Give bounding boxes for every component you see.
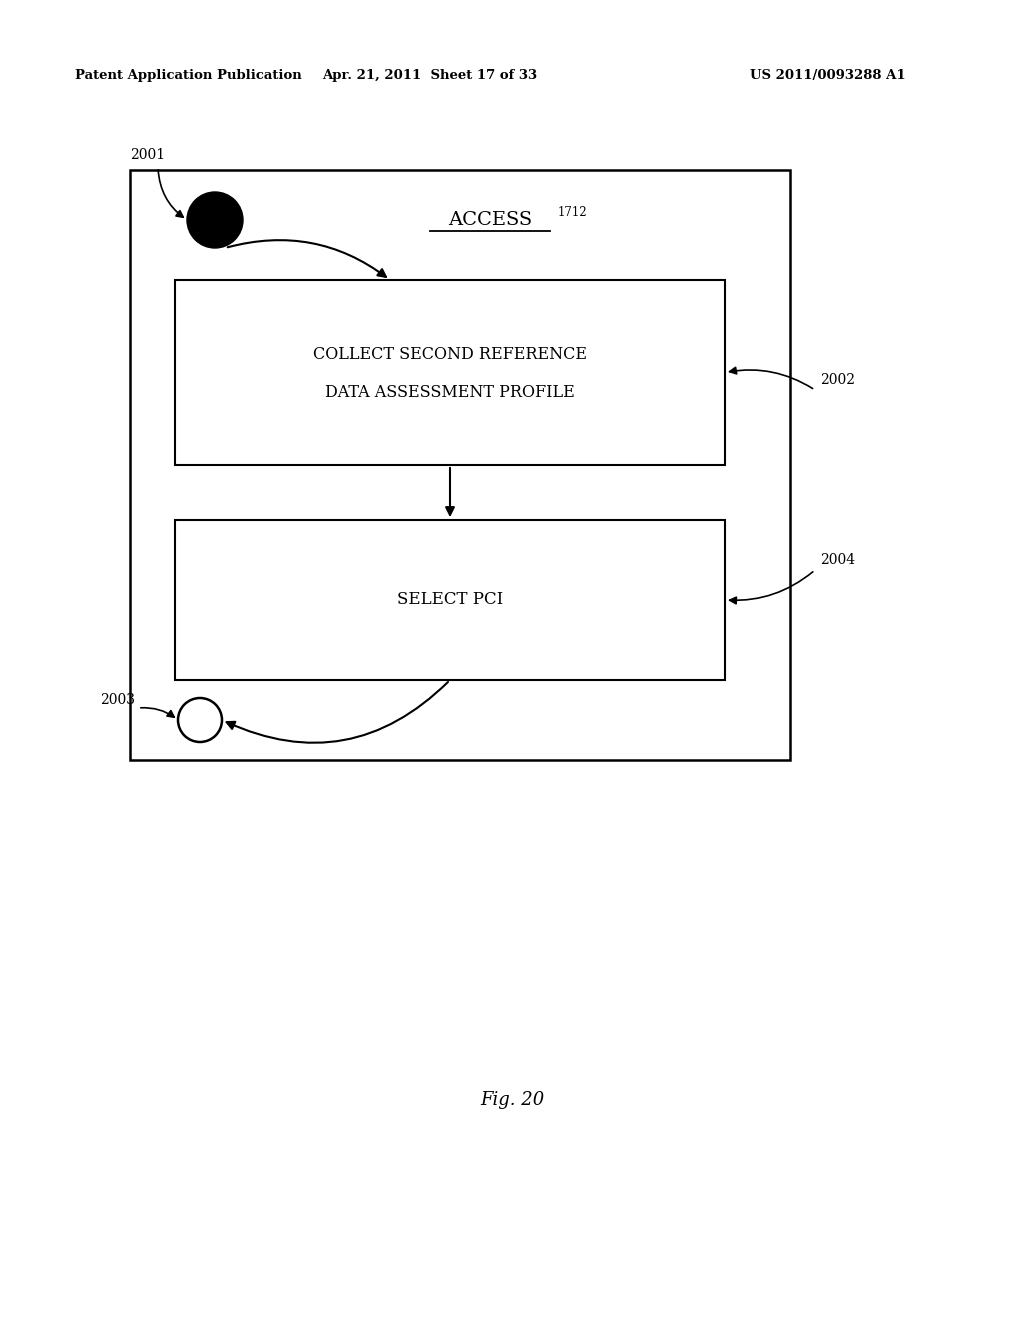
- Text: 1712: 1712: [558, 206, 588, 219]
- Text: US 2011/0093288 A1: US 2011/0093288 A1: [750, 69, 905, 82]
- Text: Apr. 21, 2011  Sheet 17 of 33: Apr. 21, 2011 Sheet 17 of 33: [323, 69, 538, 82]
- Bar: [130, 170, 790, 760]
- Bar: [175, 280, 725, 465]
- Text: 2004: 2004: [820, 553, 855, 568]
- Text: SELECT PCI: SELECT PCI: [397, 591, 503, 609]
- Circle shape: [178, 698, 222, 742]
- Circle shape: [187, 191, 243, 248]
- Text: ACCESS: ACCESS: [447, 211, 532, 228]
- Text: COLLECT SECOND REFERENCE: COLLECT SECOND REFERENCE: [313, 346, 587, 363]
- Bar: [175, 520, 725, 680]
- Text: Patent Application Publication: Patent Application Publication: [75, 69, 302, 82]
- Text: 2002: 2002: [820, 374, 855, 387]
- Text: 2003: 2003: [100, 693, 135, 708]
- Text: Fig. 20: Fig. 20: [480, 1092, 544, 1109]
- Text: DATA ASSESSMENT PROFILE: DATA ASSESSMENT PROFILE: [326, 384, 574, 401]
- Text: 2001: 2001: [130, 148, 165, 162]
